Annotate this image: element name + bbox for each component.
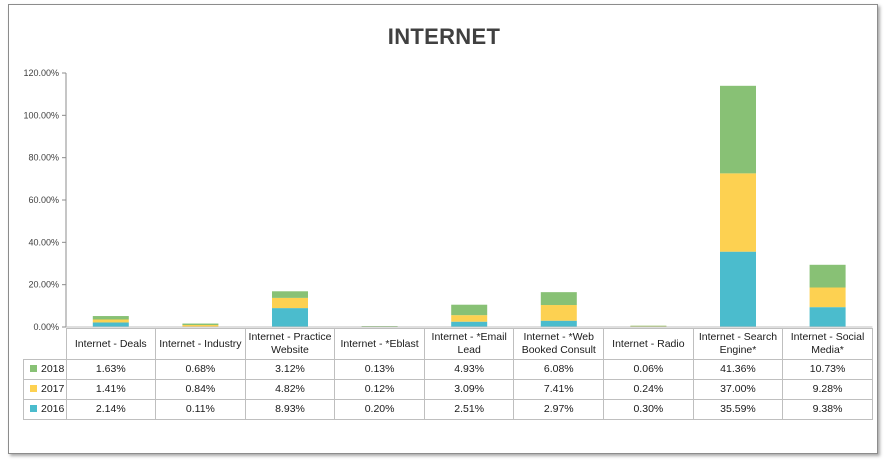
data-cell: 6.08% (513, 359, 605, 380)
y-tick-label: 20.00% (28, 280, 59, 290)
category-label: Internet - Deals (65, 328, 157, 360)
data-cell: 4.93% (423, 359, 515, 380)
y-tick-label: 40.00% (28, 237, 59, 247)
bar-segment-2018 (451, 304, 488, 316)
data-cell: 9.38% (782, 399, 873, 420)
category-label: Internet - Industry (155, 328, 246, 360)
data-cell: 41.36% (692, 359, 784, 380)
data-cell: 0.12% (334, 379, 425, 400)
bar-segment-2017 (182, 324, 219, 327)
table-corner (23, 328, 67, 360)
bar-segment-2016 (92, 322, 129, 327)
legend-label: 2018 (41, 363, 65, 375)
legend-key: 2018 (23, 359, 67, 380)
bar-segment-2018 (809, 264, 846, 288)
data-cell: 0.06% (603, 359, 694, 380)
bar-group (66, 85, 873, 328)
data-cell: 2.14% (65, 399, 157, 420)
table-row: 2016 2.14% 0.11% 8.93% 0.20% 2.51% 2.97% 0.30% 3… (23, 399, 873, 420)
bar-segment-2016 (809, 307, 846, 327)
bar-segment-2018 (182, 323, 219, 325)
data-cell: 37.00% (692, 379, 784, 400)
data-cell: 10.73% (782, 359, 873, 380)
category-label: Internet - *Email Lead (423, 328, 515, 360)
table-row: 2017 1.41% 0.84% 4.82% 0.12% 3.09% 7.41% 0.24% 3… (23, 379, 873, 400)
data-cell: 0.11% (155, 399, 246, 420)
data-cell: 7.41% (513, 379, 605, 400)
y-tick-label: 100.00% (23, 110, 59, 120)
data-cell: 0.84% (155, 379, 246, 400)
bar-segment-2016 (540, 320, 577, 327)
legend-label: 2017 (41, 383, 65, 395)
data-cell: 35.59% (692, 399, 784, 420)
category-label: Internet - *Eblast (334, 328, 425, 360)
bar-segment-2017 (720, 173, 756, 252)
table-row: 2018 1.63% 0.68% 3.12% 0.13% 4.93% 6.08% 0.06% 4… (23, 359, 873, 380)
bar-segment-2018 (361, 326, 398, 327)
bar-segment-2018 (540, 292, 577, 306)
chart-title: INTERNET (387, 24, 501, 49)
data-table: Internet - Deals Internet - Industry Inter… (23, 328, 873, 420)
data-cell: 0.13% (334, 359, 425, 380)
data-cell: 4.82% (244, 379, 336, 400)
y-tick-label: 0.00% (33, 322, 59, 332)
y-tick-label: 60.00% (28, 195, 59, 205)
data-cell: 3.09% (423, 379, 515, 400)
y-axis: 0.00% 20.00% 40.00% 60.00% 80.00% 100.00% 120.… (23, 68, 67, 332)
data-cell: 0.20% (334, 399, 425, 420)
bar-segment-2018 (720, 85, 756, 174)
bar-segment-2017 (272, 297, 308, 309)
data-cell: 8.93% (244, 399, 336, 420)
bar-segment-2016 (451, 321, 488, 327)
category-label: Internet - Radio (603, 328, 694, 360)
y-tick-label: 120.00% (23, 68, 59, 78)
category-label: Internet - Practice Website (244, 328, 336, 360)
legend-key: 2016 (23, 399, 67, 420)
bar-segment-2017 (540, 305, 577, 321)
category-label: Internet - *Web Booked Consult (513, 328, 605, 360)
bar-segment-2018 (92, 316, 129, 320)
bar-segment-2018 (630, 325, 667, 327)
bar-segment-2016 (720, 251, 756, 327)
bar-segment-2017 (92, 319, 129, 323)
legend-swatch (30, 365, 37, 372)
data-cell: 0.30% (603, 399, 694, 420)
bar-segment-2016 (272, 308, 308, 327)
category-label: Internet - Social Media* (782, 328, 873, 360)
data-cell: 0.68% (155, 359, 246, 380)
legend-label: 2016 (41, 403, 65, 415)
data-cell: 0.24% (603, 379, 694, 400)
bar-segment-2017 (451, 315, 488, 322)
data-cell: 9.28% (782, 379, 873, 400)
y-tick-label: 80.00% (28, 153, 59, 163)
data-cell: 2.51% (423, 399, 515, 420)
data-cell: 1.63% (65, 359, 157, 380)
legend-swatch (30, 385, 37, 392)
data-cell: 1.41% (65, 379, 157, 400)
bar-segment-2017 (809, 287, 846, 308)
data-cell: 3.12% (244, 359, 336, 380)
bar-segment-2018 (272, 291, 308, 298)
legend-swatch (30, 405, 37, 412)
category-label: Internet - Search Engine* (692, 328, 784, 360)
data-cell: 2.97% (513, 399, 605, 420)
legend-key: 2017 (23, 379, 67, 400)
